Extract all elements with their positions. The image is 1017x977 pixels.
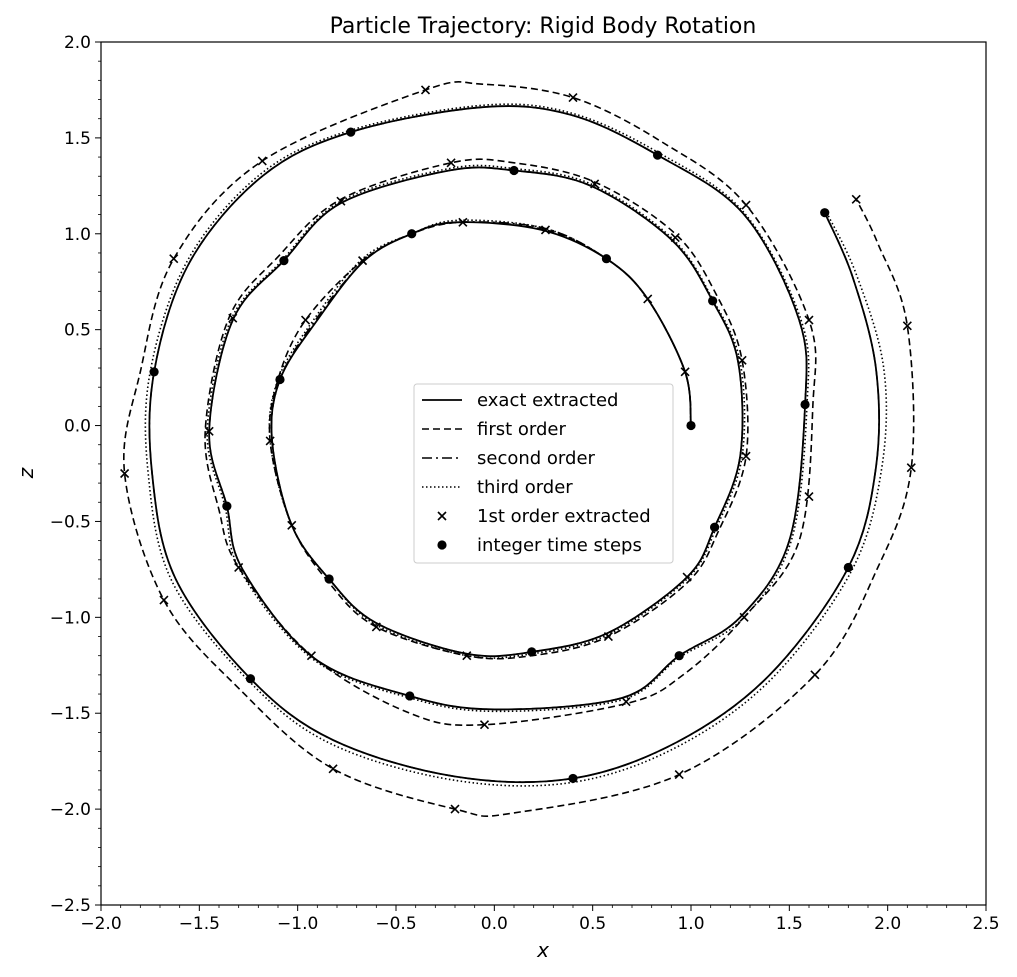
marker-x-point bbox=[804, 315, 814, 325]
marker-dot-point bbox=[843, 562, 853, 573]
marker-dot-point bbox=[568, 773, 578, 784]
marker-dot-point bbox=[149, 367, 159, 377]
y-tick-label: −2.0 bbox=[50, 800, 91, 820]
marker-x-point bbox=[336, 196, 346, 206]
marker-x-point bbox=[287, 520, 297, 530]
marker-x-point bbox=[228, 313, 238, 323]
marker-x-point bbox=[568, 93, 578, 103]
marker-dot-point bbox=[820, 208, 830, 218]
y-tick-label: 1.0 bbox=[64, 225, 91, 245]
marker-x-point bbox=[540, 225, 551, 235]
y-tick-label: 2.0 bbox=[64, 33, 91, 53]
x-tick-label: 0.5 bbox=[579, 914, 606, 934]
x-tick-label: 1.5 bbox=[776, 914, 803, 934]
legend-label-second-order: second order bbox=[477, 448, 596, 469]
marker-x-point bbox=[450, 804, 460, 814]
marker-x-point bbox=[306, 651, 316, 661]
plot-frame bbox=[100, 41, 987, 906]
y-tick-label: 1.5 bbox=[64, 129, 91, 149]
ticks-layer: −2.0 −1.5 −1.0 −0.5 0.0 0.5 1.0 1.5 2.0 2.5−2.5−2… bbox=[50, 33, 1000, 934]
x-tick-label: −2.0 bbox=[80, 914, 121, 934]
marker-x-point bbox=[462, 651, 472, 661]
legend-label-third-order: third order bbox=[477, 477, 573, 498]
x-axis-label: x bbox=[536, 938, 549, 962]
marker-dot-point bbox=[652, 150, 663, 160]
x-tick-label: 1.0 bbox=[677, 914, 704, 934]
marker-x-point bbox=[674, 770, 684, 780]
marker-x-point bbox=[479, 720, 490, 730]
marker-dot-point bbox=[800, 399, 810, 410]
y-tick-label: 0.5 bbox=[64, 321, 91, 341]
marker-dot-point bbox=[324, 574, 334, 584]
marker-x-point bbox=[737, 355, 747, 365]
marker-x-point bbox=[741, 451, 751, 461]
marker-dot-point bbox=[279, 256, 289, 266]
legend-handle-1st-order-extracted bbox=[437, 511, 447, 521]
marker-x-point bbox=[643, 294, 653, 304]
marker-dot-point bbox=[245, 674, 256, 684]
marker-dot-point bbox=[710, 522, 720, 532]
x-tick-label: −0.5 bbox=[375, 914, 416, 934]
legend: exact extracted first order second order th… bbox=[413, 383, 674, 564]
marker-dot-point bbox=[674, 651, 684, 661]
marker-x-point bbox=[741, 200, 751, 210]
marker-dot-point bbox=[407, 229, 417, 239]
legend-label-integer-time-steps: integer time steps bbox=[477, 535, 642, 556]
marker-x-point bbox=[680, 367, 690, 377]
marker-x-point bbox=[371, 622, 381, 632]
marker-x-point bbox=[804, 491, 814, 502]
marker-x-point bbox=[458, 217, 468, 227]
marker-x-point bbox=[590, 179, 600, 189]
marker-dot-point bbox=[601, 254, 612, 264]
legend-box bbox=[413, 383, 674, 564]
x-tick-label: 2.5 bbox=[972, 914, 999, 934]
marker-x-point bbox=[420, 85, 431, 95]
marker-x-point bbox=[603, 631, 613, 642]
y-axis-label: z bbox=[14, 467, 38, 479]
marker-x-point bbox=[234, 562, 244, 573]
marker-dot-point bbox=[686, 420, 696, 431]
legend-handle-integer-time-steps bbox=[437, 540, 447, 550]
marker-x-point bbox=[810, 670, 820, 680]
marker-x-point bbox=[120, 468, 130, 479]
y-tick-label: −0.5 bbox=[50, 512, 91, 532]
y-tick-label: 0.0 bbox=[64, 417, 91, 437]
legend-label-first-order: first order bbox=[477, 419, 566, 440]
marker-x-point bbox=[682, 572, 692, 582]
marker-x-point bbox=[446, 158, 456, 168]
marker-dot-point bbox=[708, 296, 718, 306]
x-tick-label: −1.0 bbox=[277, 914, 318, 934]
marker-dot-point bbox=[275, 374, 285, 385]
marker-dot-point bbox=[405, 691, 415, 701]
marker-x-point bbox=[902, 321, 912, 331]
marker-x-point bbox=[621, 697, 631, 707]
marker-x-point bbox=[169, 254, 179, 264]
x-tick-label: −1.5 bbox=[179, 914, 220, 934]
marker-x-point bbox=[328, 764, 338, 774]
marker-dot-point bbox=[346, 127, 356, 137]
y-tick-label: −1.5 bbox=[50, 704, 91, 724]
chart-title: Particle Trajectory: Rigid Body Rotation bbox=[330, 14, 757, 39]
marker-x-point bbox=[906, 463, 916, 473]
marker-dot-point bbox=[222, 501, 232, 511]
marker-x-point bbox=[358, 256, 368, 266]
x-tick-label: 2.0 bbox=[874, 914, 901, 934]
marker-x-point bbox=[670, 233, 680, 243]
x-tick-label: 0.0 bbox=[481, 914, 508, 934]
series-layer bbox=[120, 81, 916, 817]
legend-label-1st-order-extracted: 1st order extracted bbox=[477, 506, 651, 527]
marker-x-point bbox=[739, 612, 749, 622]
marker-x-point bbox=[851, 194, 861, 204]
marker-dot-point bbox=[509, 165, 519, 176]
y-tick-label: −2.5 bbox=[50, 896, 91, 916]
marker-dot-point bbox=[527, 647, 537, 657]
legend-label-exact-extracted: exact extracted bbox=[477, 390, 618, 411]
marker-x-point bbox=[159, 595, 169, 605]
marker-x-point bbox=[257, 156, 267, 166]
marker-x-point bbox=[300, 315, 311, 325]
marker-x-point bbox=[204, 426, 214, 436]
y-tick-label: −1.0 bbox=[50, 608, 91, 628]
marker-x-point bbox=[265, 436, 275, 446]
